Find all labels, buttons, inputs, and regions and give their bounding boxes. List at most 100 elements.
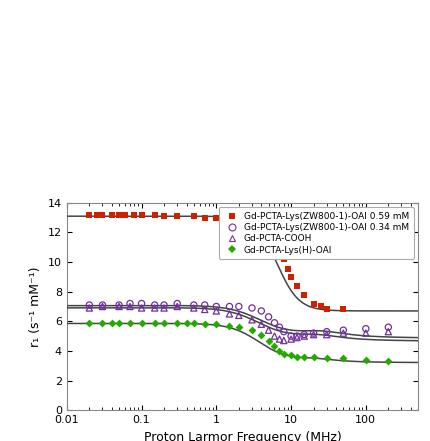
Point [264, 337, 271, 344]
Point [86, 304, 92, 311]
Point [339, 327, 346, 334]
Legend: Gd-PCTA-Lys(ZW800-1)-OAI 0.59 mM, Gd-PCTA-Lys(ZW800-1)-OAI 0.34 mM, Gd-PCTA-COOH: Gd-PCTA-Lys(ZW800-1)-OAI 0.59 mM, Gd-PCT… [218, 207, 413, 259]
Point [339, 306, 346, 313]
Point [151, 302, 158, 309]
Point [108, 319, 115, 326]
Point [115, 302, 122, 309]
Point [173, 213, 180, 220]
Y-axis label: r₁ (s⁻¹ mM⁻¹): r₁ (s⁻¹ mM⁻¹) [29, 266, 42, 347]
Point [293, 353, 300, 360]
Point [138, 211, 144, 218]
Point [212, 321, 219, 328]
Point [322, 306, 329, 313]
Point [300, 291, 307, 298]
Point [173, 319, 180, 326]
Point [190, 304, 197, 311]
Point [115, 319, 122, 326]
Point [108, 211, 115, 218]
Point [151, 304, 158, 311]
Point [115, 211, 122, 218]
Point [86, 319, 92, 326]
Point [201, 302, 208, 309]
Point [362, 329, 369, 336]
Point [257, 321, 264, 328]
Point [126, 300, 133, 307]
Point [235, 324, 242, 331]
Point [322, 355, 329, 362]
Point [235, 303, 242, 310]
Point [316, 303, 323, 310]
Point [183, 319, 190, 326]
Point [275, 348, 282, 355]
Point [173, 303, 180, 310]
Point [138, 319, 144, 326]
Point [99, 319, 106, 326]
Point [248, 327, 255, 334]
Point [384, 358, 391, 365]
Point [201, 214, 208, 221]
Point [293, 282, 300, 289]
Point [86, 211, 92, 218]
Point [293, 333, 300, 340]
Point [86, 302, 92, 309]
Point [138, 300, 144, 307]
Point [99, 303, 106, 310]
Point [287, 352, 294, 359]
Point [270, 343, 277, 350]
Point [280, 350, 287, 357]
Point [287, 273, 294, 280]
Point [300, 333, 307, 340]
Point [173, 300, 180, 307]
Point [121, 211, 128, 218]
Point [212, 214, 219, 221]
Point [384, 324, 391, 331]
Point [126, 319, 133, 326]
Point [283, 266, 290, 273]
Point [151, 319, 158, 326]
Point [126, 303, 133, 310]
Point [300, 331, 307, 338]
Point [287, 336, 294, 343]
Point [190, 213, 197, 220]
Point [280, 256, 287, 263]
Point [160, 213, 167, 220]
Point [257, 331, 264, 338]
Point [160, 304, 167, 311]
Point [322, 331, 329, 338]
Point [339, 355, 346, 362]
Point [270, 333, 277, 340]
Point [225, 303, 232, 310]
Point [339, 329, 346, 336]
Point [270, 319, 277, 326]
Point [270, 236, 277, 243]
Point [225, 322, 232, 329]
Point [257, 307, 264, 314]
Point [151, 211, 158, 218]
Point [99, 211, 106, 218]
Point [225, 310, 232, 318]
Point [248, 214, 255, 221]
Point [235, 214, 242, 221]
Point [300, 353, 307, 360]
Point [310, 329, 316, 336]
Point [201, 321, 208, 328]
Point [310, 300, 316, 307]
Point [190, 302, 197, 309]
Point [212, 307, 219, 314]
Point [99, 302, 106, 309]
Point [93, 211, 100, 218]
Point [293, 334, 300, 341]
Point [201, 306, 208, 313]
Point [275, 244, 282, 251]
Point [275, 336, 282, 343]
Point [248, 304, 255, 311]
Point [362, 325, 369, 332]
Point [264, 217, 271, 224]
Point [160, 302, 167, 309]
Point [384, 328, 391, 335]
Point [115, 303, 122, 310]
Point [248, 316, 255, 323]
Point [264, 313, 271, 320]
Point [310, 331, 316, 338]
Point [280, 328, 287, 335]
